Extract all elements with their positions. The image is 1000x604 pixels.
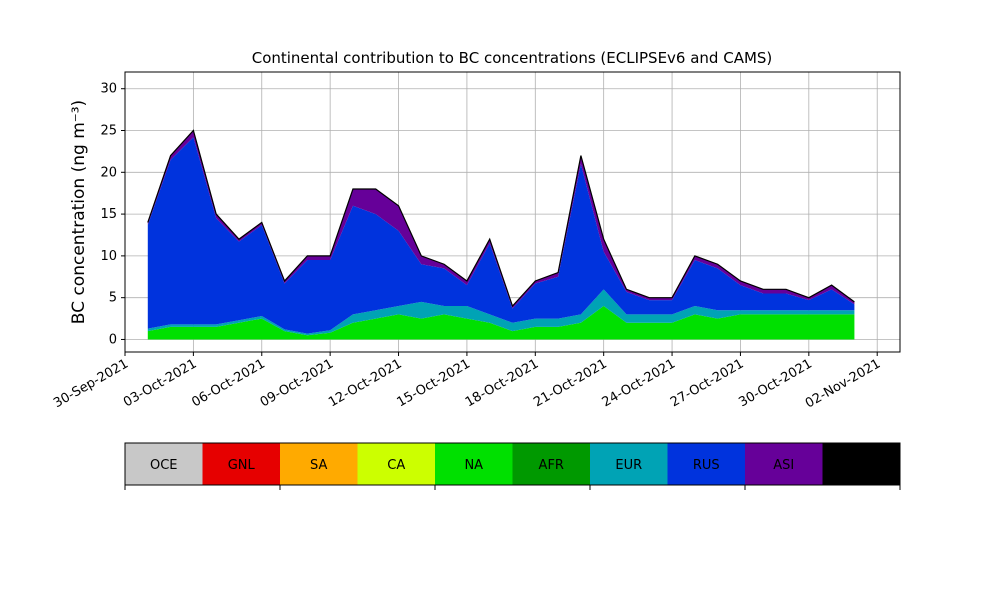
y-axis-label: BC concentration (ng m⁻³) — [69, 100, 89, 324]
x-tick-label: 03-Oct-2021 — [121, 356, 199, 410]
x-tick-label: 30-Oct-2021 — [736, 356, 814, 410]
legend-swatch — [822, 443, 900, 485]
legend-swatch — [512, 443, 590, 485]
legend-swatch — [125, 443, 203, 485]
area-rus — [147, 137, 855, 334]
x-tick-label: 12-Oct-2021 — [326, 356, 404, 410]
legend-label: CA — [387, 458, 405, 473]
y-tick-label: 30 — [100, 82, 117, 97]
area-na — [147, 306, 855, 340]
legend-label: GNL — [228, 458, 256, 473]
legend-label: ASI — [773, 458, 794, 473]
y-tick-label: 5 — [109, 291, 117, 306]
x-tick-label: 30-Sep-2021 — [51, 356, 131, 411]
y-tick-label: 25 — [100, 124, 117, 139]
legend-label: AUS — [848, 458, 875, 473]
plot-frame — [124, 71, 901, 353]
legend-label: SA — [310, 458, 327, 473]
legend-swatch — [435, 443, 513, 485]
x-tick-label: 09-Oct-2021 — [258, 356, 336, 410]
y-tick-label: 15 — [100, 207, 117, 222]
legend-label: RUS — [693, 458, 720, 473]
x-tick-label: 18-Oct-2021 — [463, 356, 541, 410]
area-eur — [147, 289, 855, 336]
legend-label: OCE — [150, 458, 178, 473]
y-tick-label: 0 — [109, 332, 117, 347]
legend-frame — [124, 442, 901, 486]
legend-swatch — [202, 443, 280, 485]
legend-swatch — [590, 443, 668, 485]
x-tick-label: 27-Oct-2021 — [668, 356, 746, 410]
y-tick-label: 10 — [100, 249, 117, 264]
chart-title: Continental contribution to BC concentra… — [252, 49, 773, 67]
x-tick-label: 02-Nov-2021 — [803, 356, 883, 411]
legend-label: NA — [464, 458, 483, 473]
x-tick-label: 15-Oct-2021 — [395, 356, 473, 410]
legend-swatch — [667, 443, 745, 485]
legend-label: EUR — [615, 458, 642, 473]
legend-swatch — [280, 443, 358, 485]
x-tick-label: 24-Oct-2021 — [600, 356, 678, 410]
area-aus — [147, 129, 855, 308]
legend-label: AFR — [539, 458, 564, 473]
legend-swatch — [357, 443, 435, 485]
legend-swatch — [745, 443, 823, 485]
y-tick-label: 20 — [100, 165, 117, 180]
legend-ticks — [124, 485, 901, 490]
x-tick-label: 21-Oct-2021 — [531, 356, 609, 410]
x-tick-label: 06-Oct-2021 — [189, 356, 267, 410]
